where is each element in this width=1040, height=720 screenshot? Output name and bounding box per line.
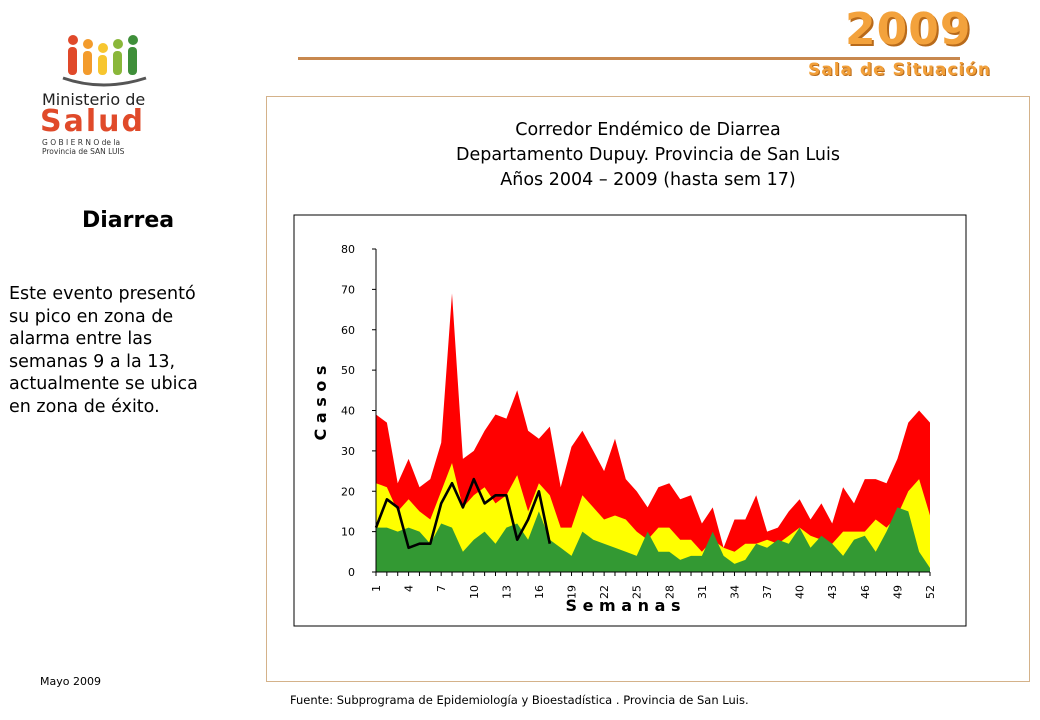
description-line: Este evento presentó [9,284,196,304]
y-tick-label: 60 [341,324,355,337]
logo-line2: Salud [40,104,145,139]
report-date: Mayo 2009 [40,675,101,688]
x-tick-label: 43 [826,585,839,599]
x-tick-label: 22 [598,585,611,599]
logo-line3: G O B I E R N O de la [42,138,120,147]
x-tick-label: 34 [728,585,741,599]
header-subtitle: Sala de Situación [808,60,992,80]
x-tick-label: 40 [794,585,807,599]
chart-frame [266,96,1030,682]
description-line: actualmente se ubica [9,374,198,394]
y-tick-label: 10 [341,526,355,539]
y-tick-label: 20 [341,485,355,498]
header-divider [298,57,960,60]
x-tick-label: 46 [859,585,872,599]
y-tick-label: 30 [341,445,355,458]
x-tick-label: 4 [403,585,416,592]
x-tick-label: 31 [696,585,709,599]
people-icon [62,35,147,87]
x-tick-label: 16 [533,585,546,599]
source-note: Fuente: Subprograma de Epidemiología y B… [290,693,749,707]
x-tick-label: 13 [500,585,513,599]
description-line: alarma entre las [9,329,153,349]
x-tick-label: 52 [924,585,937,599]
header-year: 2009 [845,4,972,55]
y-tick-label: 80 [341,243,355,256]
y-tick-label: 0 [348,566,355,579]
x-tick-label: 28 [663,585,676,599]
ministerio-salud-logo: Ministerio de Salud G O B I E R N O de l… [40,35,147,156]
chart-title-line: Corredor Endémico de Diarrea [515,120,781,140]
logo-line4: Provincia de SAN LUIS [42,147,125,156]
x-tick-label: 7 [435,585,448,592]
y-axis-label: C a s o s [311,366,330,441]
logo-line1: Ministerio de [42,90,145,109]
chart-title: Corredor Endémico de Diarrea Departament… [266,118,1030,193]
chart-title-line: Departamento Dupuy. Provincia de San Lui… [456,145,840,165]
event-title: Diarrea [82,208,175,233]
description-line: semanas 9 a la 13, [9,351,176,372]
current-year-line [374,477,552,550]
event-description: Este evento presentó su pico en zona de … [9,283,259,418]
description-line: su pico en zona de [9,306,174,327]
x-tick-label: 1 [370,585,383,592]
y-tick-label: 70 [341,283,355,296]
y-tick-label: 50 [341,364,355,377]
description-line: en zona de éxito. [9,396,160,417]
y-tick-label: 40 [341,405,355,418]
success-area [376,507,930,572]
x-axis-label: S e m a n a s [566,596,681,615]
x-tick-label: 10 [468,585,481,599]
x-tick-label: 19 [566,585,579,599]
chart-title-line: Años 2004 – 2009 (hasta sem 17) [500,170,796,190]
x-tick-label: 49 [891,585,904,599]
x-tick-label: 37 [761,585,774,599]
x-tick-label: 25 [631,585,644,599]
